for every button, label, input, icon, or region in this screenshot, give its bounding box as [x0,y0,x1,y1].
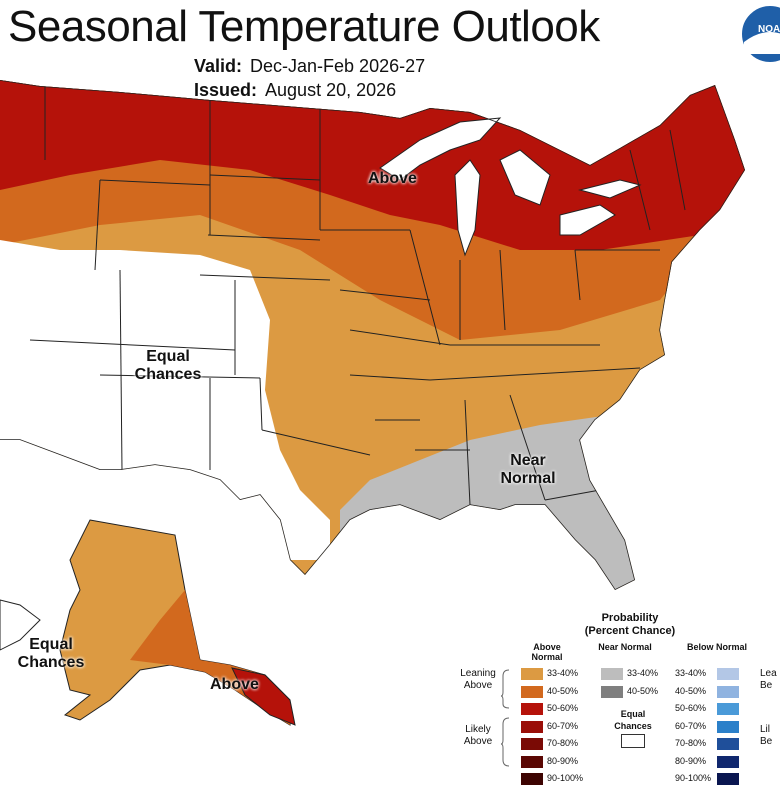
legend-title: Probability (Percent Chance) [584,612,676,637]
legend-above-range-label: 80-90% [547,755,579,766]
legend-below-swatch [717,703,739,715]
issued-label: Issued: [194,80,258,100]
legend-likely-above: Likely Above [463,724,493,747]
label-alaska-equal-chances: Equal Chances [17,636,85,671]
page-title: Seasonal Temperature Outlook [8,2,600,51]
great-lakes [379,117,642,257]
legend-above-range-label: 90-100% [547,773,584,783]
alaska-map [0,519,296,726]
issued-line: Issued: August 20, 2026 [194,80,396,101]
legend-above-swatch [521,738,543,750]
legend-below-range-label: 70-80% [675,738,707,748]
legend-leaning-above: Leaning Above [460,668,496,691]
label-above: Above [368,170,417,187]
legend-above-swatch [521,703,543,715]
legend-below-range-label: 90-100% [675,773,712,783]
legend-equal-chances: Equal Chances [614,709,652,731]
legend-above-swatch [521,773,543,785]
label-alaska-above: Above [210,676,259,693]
legend-near-swatch [601,685,623,698]
legend-below-head: Below Normal [687,642,748,652]
legend-below-range-label: 80-90% [675,755,707,766]
legend-above-range-label: 33-40% [547,668,579,678]
legend-below-swatch [717,668,739,680]
legend-leaning-below: Lea Be [760,668,777,691]
legend-above-swatch [521,668,543,680]
legend-near-range-label: 33-40% [627,668,659,678]
legend-swatch-equal [621,734,645,748]
label-equal-chances: Equal Chances [134,348,202,383]
valid-line: Valid: Dec-Jan-Feb 2026-27 [194,56,425,77]
legend-below-range-label: 33-40% [675,668,707,678]
legend-below-swatch [717,720,739,733]
legend-below-swatch [717,773,739,785]
legend-below-range-label: 40-50% [675,685,707,696]
legend-above-swatch [521,685,543,698]
legend-above-range-label: 70-80% [547,738,579,748]
label-near-normal: Near Normal [500,452,556,487]
legend-above-range-label: 50-60% [547,703,579,713]
legend-brace-icon [501,669,510,767]
issued-value: August 20, 2026 [265,80,397,100]
legend-above-head: Above Normal [531,642,563,662]
legend-below-swatch [717,685,739,698]
legend-near-range-label: 40-50% [627,685,659,696]
probability-legend: Probability (Percent Chance) Above Normal… [455,612,780,785]
legend-below-swatch [717,755,739,768]
legend-near-swatch [601,668,623,680]
legend-above-swatch [521,720,543,733]
legend-below-swatch [717,738,739,750]
legend-below-range-label: 60-70% [675,720,707,731]
legend-above-range-label: 60-70% [547,720,579,731]
legend-above-range-label: 40-50% [547,685,579,696]
legend-below-range-label: 50-60% [675,703,707,713]
valid-value: Dec-Jan-Feb 2026-27 [250,56,426,76]
legend-likely-below: Lil Be [760,724,773,747]
legend-above-swatch [521,755,543,768]
legend-near-head: Near Normal [598,642,652,652]
valid-label: Valid: [194,56,243,76]
